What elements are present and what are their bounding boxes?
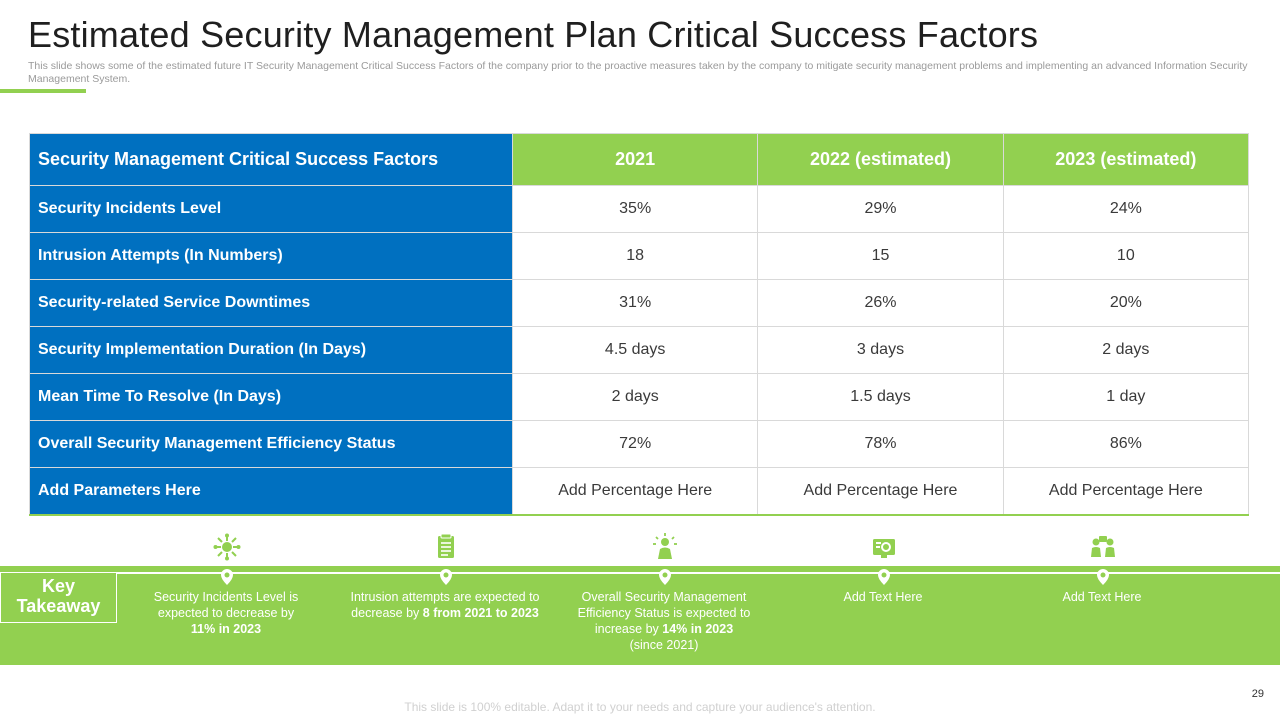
value-cell: Add Percentage Here: [757, 467, 1004, 516]
takeaway-item: Intrusion attempts are expected to decre…: [350, 589, 540, 621]
takeaway-highlight: 11% in 2023: [190, 622, 262, 636]
value-cell: 4.5 days: [511, 326, 759, 374]
team-meeting-icon: [1091, 536, 1115, 557]
factor-cell: Security-related Service Downtimes: [29, 279, 513, 327]
slide-subtitle: This slide shows some of the estimated f…: [28, 60, 1248, 85]
factor-cell: Security Incidents Level: [29, 185, 513, 233]
table-header-row: Security Management Critical Success Fac…: [29, 133, 1250, 186]
header-2022: 2022 (estimated): [757, 133, 1004, 186]
header-factor: Security Management Critical Success Fac…: [29, 133, 513, 186]
value-cell: 31%: [511, 279, 759, 327]
value-cell: 72%: [511, 420, 759, 468]
key-takeaway-band: [0, 566, 1280, 665]
value-cell: 2 days: [511, 373, 759, 421]
title-accent-bar: [0, 89, 86, 93]
document-list-icon: [438, 533, 454, 558]
table-row: Intrusion Attempts (In Numbers) 18 15 10: [29, 232, 1250, 280]
takeaway-text: Overall Security Management Efficiency S…: [577, 590, 751, 636]
factor-cell: Security Implementation Duration (In Day…: [29, 326, 513, 374]
slide-footer-note: This slide is 100% editable. Adapt it to…: [404, 700, 876, 714]
takeaway-text: Add Text Here: [1062, 590, 1142, 604]
timeline-pin-icon: [1097, 569, 1109, 585]
value-cell: 24%: [1002, 185, 1250, 233]
takeaway-tail: (since 2021): [629, 638, 699, 652]
takeaway-text: Add Text Here: [843, 590, 923, 604]
table-row: Security Implementation Duration (In Day…: [29, 326, 1250, 374]
value-cell: 26%: [757, 279, 1004, 327]
timeline-pin-icon: [440, 569, 452, 585]
takeaway-item: Overall Security Management Efficiency S…: [569, 589, 759, 653]
key-takeaway-label: Key Takeaway: [0, 572, 117, 623]
takeaway-timeline-line: [117, 572, 1280, 574]
value-cell: 15: [757, 232, 1004, 280]
success-factors-table: Security Management Critical Success Fac…: [29, 133, 1250, 516]
factor-cell: Intrusion Attempts (In Numbers): [29, 232, 513, 280]
person-idea-icon: [653, 533, 677, 559]
takeaway-item: Add Text Here: [788, 589, 978, 605]
value-cell: 29%: [757, 185, 1004, 233]
slide-title: Estimated Security Management Plan Criti…: [28, 14, 1039, 55]
header-2023: 2023 (estimated): [1002, 133, 1250, 186]
value-cell: Add Percentage Here: [511, 467, 759, 516]
value-cell: 35%: [511, 185, 759, 233]
takeaway-highlight: 8 from 2021 to 2023: [422, 606, 539, 620]
value-cell: 20%: [1002, 279, 1250, 327]
value-cell: 10: [1002, 232, 1250, 280]
takeaway-item: Add Text Here: [1007, 589, 1197, 605]
takeaway-text: Security Incidents Level is expected to …: [153, 590, 299, 620]
header-2021: 2021: [511, 133, 759, 186]
value-cell: 86%: [1002, 420, 1250, 468]
factor-cell: Overall Security Management Efficiency S…: [29, 420, 513, 468]
value-cell: 2 days: [1002, 326, 1250, 374]
table-row: Add Parameters Here Add Percentage Here …: [29, 467, 1250, 516]
timeline-pin-icon: [221, 569, 233, 585]
value-cell: 78%: [757, 420, 1004, 468]
value-cell: 1 day: [1002, 373, 1250, 421]
takeaway-highlight: 14% in 2023: [662, 622, 734, 636]
value-cell: Add Percentage Here: [1002, 467, 1250, 516]
factor-cell: Mean Time To Resolve (In Days): [29, 373, 513, 421]
page-number: 29: [1251, 688, 1264, 700]
table-row: Security-related Service Downtimes 31% 2…: [29, 279, 1250, 327]
takeaway-item: Security Incidents Level is expected to …: [131, 589, 321, 637]
table-row: Overall Security Management Efficiency S…: [29, 420, 1250, 468]
takeaway-text: Intrusion attempts are expected to decre…: [350, 590, 540, 620]
value-cell: 3 days: [757, 326, 1004, 374]
virus-network-icon: [213, 533, 241, 561]
factor-cell: Add Parameters Here: [29, 467, 513, 516]
monitor-gear-icon: [873, 539, 895, 558]
table-row: Security Incidents Level 35% 29% 24%: [29, 185, 1250, 233]
value-cell: 18: [511, 232, 759, 280]
value-cell: 1.5 days: [757, 373, 1004, 421]
timeline-pin-icon: [878, 569, 890, 585]
table-row: Mean Time To Resolve (In Days) 2 days 1.…: [29, 373, 1250, 421]
timeline-pin-icon: [659, 569, 671, 585]
